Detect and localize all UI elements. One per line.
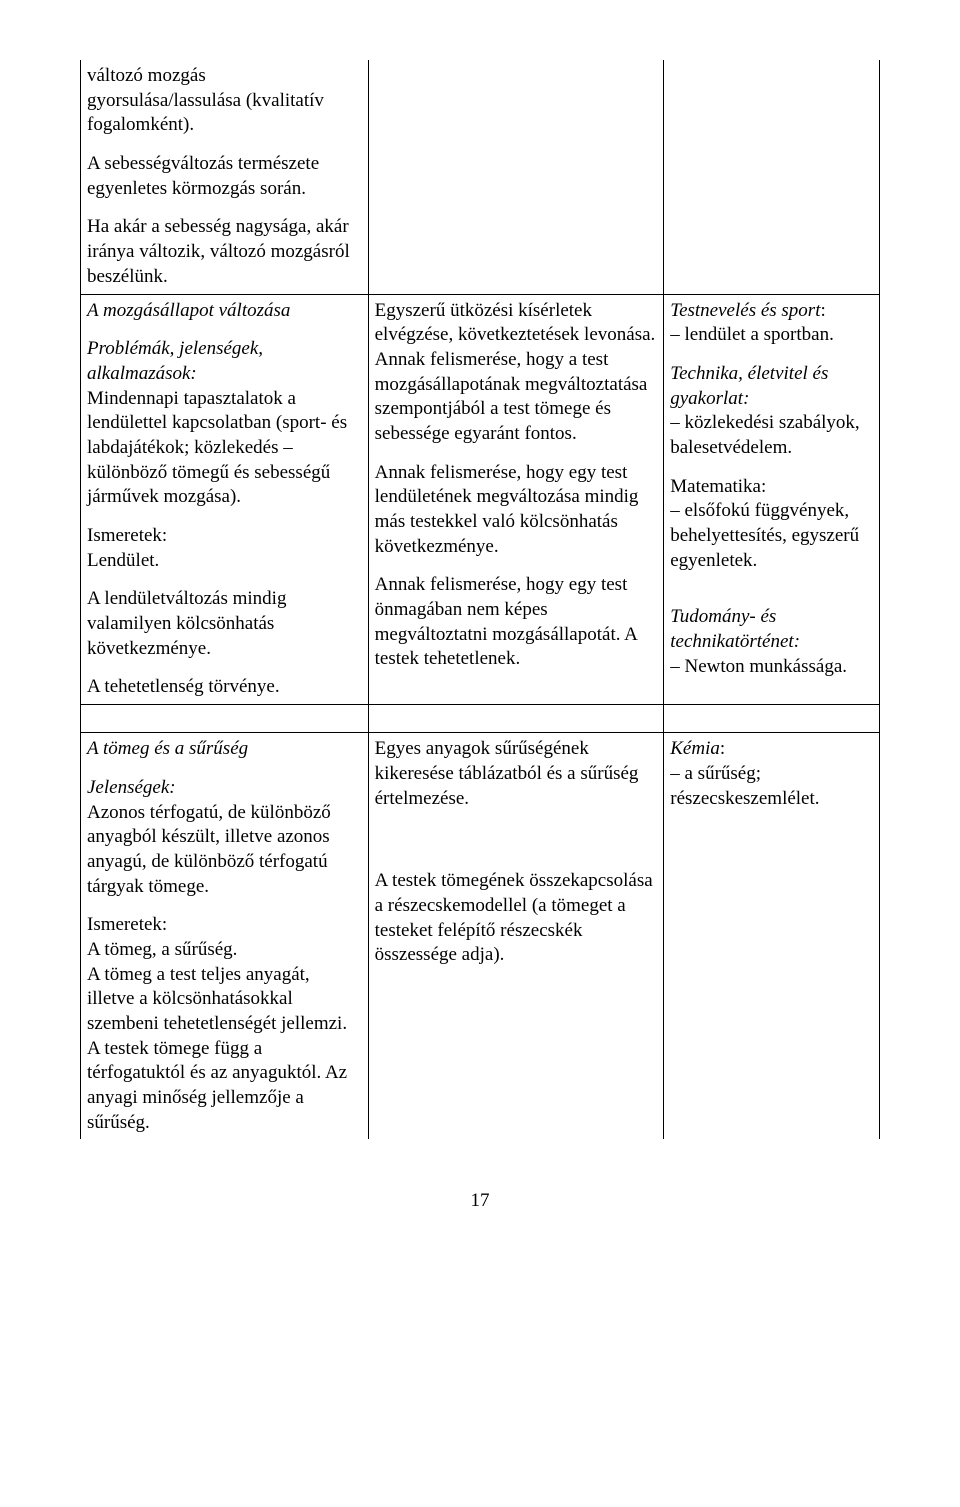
heading: Testnevelés és sport <box>670 300 820 321</box>
paragraph: Azonos térfogatú, de különböző anyagból … <box>87 801 362 900</box>
paragraph: – a sűrűség; részecskeszemlélet. <box>670 762 873 811</box>
paragraph: – lendület a sportban. <box>670 323 873 348</box>
paragraph: A tömeg a test teljes anyagát, illetve a… <box>87 963 362 1136</box>
cell-r3c2: Egyes anyagok sűrűségének kikeresése táb… <box>368 733 664 1140</box>
cell-r1c1: változó mozgás gyorsulása/lassulása (kva… <box>81 60 369 294</box>
heading: Jelenségek: <box>87 777 176 798</box>
heading: Ismeretek: <box>87 913 362 938</box>
cell-r2c3: Testnevelés és sport: – lendület a sport… <box>664 294 880 705</box>
paragraph: A tömeg, a sűrűség. <box>87 938 362 963</box>
cell-spacer <box>81 705 369 733</box>
cell-r3c1: A tömeg és a sűrűség Jelenségek: Azonos … <box>81 733 369 1140</box>
paragraph: változó mozgás gyorsulása/lassulása (kva… <box>87 64 362 138</box>
cell-r2c1: A mozgásállapot változása Problémák, jel… <box>81 294 369 705</box>
paragraph: – közlekedési szabályok, balesetvédelem. <box>670 411 873 460</box>
cell-r1c3 <box>664 60 880 294</box>
paragraph: Egyszerű ütközési kísérletek elvégzése, … <box>375 299 658 447</box>
paragraph: Annak felismerése, hogy egy test önmagáb… <box>375 573 658 672</box>
table-row: A tömeg és a sűrűség Jelenségek: Azonos … <box>81 733 880 1140</box>
heading: Technika, életvitel és gyakorlat: <box>670 363 828 409</box>
paragraph: A sebességváltozás természete egyenletes… <box>87 152 362 201</box>
paragraph: – elsőfokú függvények, behelyettesítés, … <box>670 499 873 573</box>
heading: Tudomány- és technikatörténet: <box>670 606 800 652</box>
paragraph: Mindennapi tapasztalatok a lendülettel k… <box>87 387 362 510</box>
table-row: A mozgásállapot változása Problémák, jel… <box>81 294 880 705</box>
paragraph: A tehetetlenség törvénye. <box>87 675 362 700</box>
paragraph: – Newton munkássága. <box>670 655 873 680</box>
content-table: változó mozgás gyorsulása/lassulása (kva… <box>80 60 880 1139</box>
table-row-spacer <box>81 705 880 733</box>
paragraph: Ha akár a sebesség nagysága, akár iránya… <box>87 215 362 289</box>
heading: Ismeretek: <box>87 524 362 549</box>
paragraph: Egyes anyagok sűrűségének kikeresése táb… <box>375 737 658 811</box>
paragraph: Annak felismerése, hogy egy test lendüle… <box>375 461 658 560</box>
paragraph: A lendületváltozás mindig valamilyen köl… <box>87 587 362 661</box>
heading: Kémia <box>670 738 720 759</box>
text: : <box>820 300 825 321</box>
heading: A tömeg és a sűrűség <box>87 738 248 759</box>
cell-r3c3: Kémia: – a sűrűség; részecskeszemlélet. <box>664 733 880 1140</box>
heading: Matematika: <box>670 475 873 500</box>
cell-spacer <box>368 705 664 733</box>
paragraph: Lendület. <box>87 549 362 574</box>
cell-r2c2: Egyszerű ütközési kísérletek elvégzése, … <box>368 294 664 705</box>
paragraph: A testek tömegének összekapcsolása a rés… <box>375 869 658 968</box>
heading: A mozgásállapot változása <box>87 300 290 321</box>
page-number: 17 <box>80 1189 880 1214</box>
cell-spacer <box>664 705 880 733</box>
cell-r1c2 <box>368 60 664 294</box>
table-row: változó mozgás gyorsulása/lassulása (kva… <box>81 60 880 294</box>
heading: Problémák, jelenségek, alkalmazások: <box>87 338 263 384</box>
text: : <box>720 738 725 759</box>
